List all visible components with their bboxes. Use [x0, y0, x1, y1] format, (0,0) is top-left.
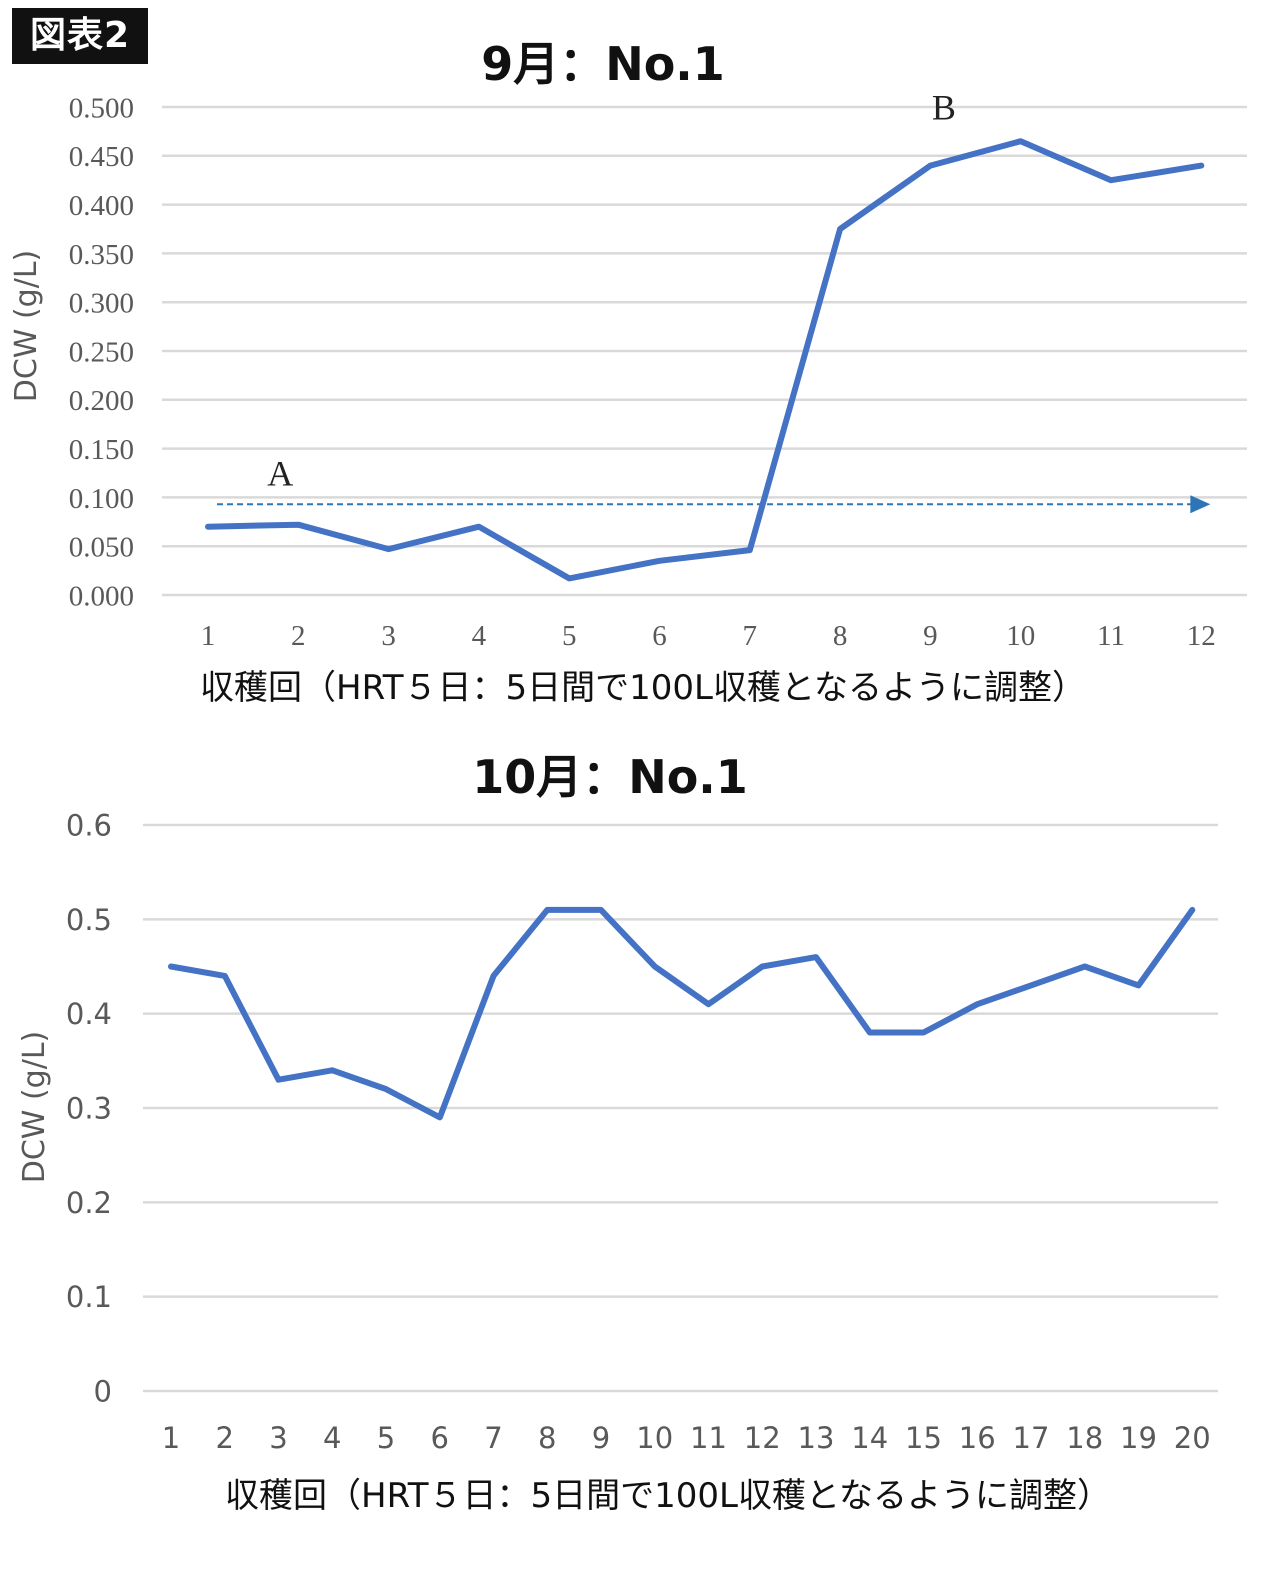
x-tick-label: 12 — [744, 1421, 781, 1455]
x-tick-label: 4 — [323, 1421, 341, 1455]
x-tick-label: 5 — [562, 620, 577, 652]
x-tick-label: 10 — [636, 1421, 673, 1455]
x-tick-label: 3 — [269, 1421, 287, 1455]
x-tick-label: 4 — [472, 620, 487, 652]
x-tick-label: 20 — [1174, 1421, 1211, 1455]
x-tick-label: 7 — [743, 620, 758, 652]
x-tick-label: 9 — [923, 620, 938, 652]
y-tick-label: 0.000 — [69, 580, 134, 612]
x-tick-label: 7 — [484, 1421, 502, 1455]
y-tick-label: 0.050 — [69, 532, 134, 564]
x-tick-label: 9 — [592, 1421, 610, 1455]
x-tick-label: 19 — [1120, 1421, 1157, 1455]
x-tick-label: 8 — [538, 1421, 556, 1455]
y-tick-label: 0.400 — [69, 190, 134, 222]
y-tick-label: 0.450 — [69, 141, 134, 173]
x-tick-label: 1 — [162, 1421, 180, 1455]
chart-october: 10月：No.100.10.20.30.40.50.61 2 3 4 5 6 7 8 9 10 11… — [17, 750, 1218, 1516]
y-tick-label: 0.100 — [69, 483, 134, 515]
y-tick-label: 0 — [94, 1374, 112, 1408]
x-tick-label: 1 — [201, 620, 216, 652]
x-tick-label: 12 — [1187, 620, 1216, 652]
x-tick-label: 2 — [291, 620, 306, 652]
annotation-b: B — [932, 88, 956, 128]
x-tick-label: 10 — [1006, 620, 1035, 652]
y-tick-label: 0.1 — [66, 1280, 112, 1314]
figure-badge: 図表2 — [12, 8, 148, 64]
y-tick-label: 0.6 — [66, 808, 112, 842]
x-tick-label: 11 — [1097, 620, 1125, 652]
x-axis-label: 収穫回（HRT５日：5日間で100L収穫となるように調整） — [225, 1476, 1111, 1516]
x-tick-label: 6 — [431, 1421, 449, 1455]
x-tick-label: 18 — [1066, 1421, 1103, 1455]
chart-title: 9月：No.1 — [481, 37, 725, 91]
x-tick-label: 14 — [851, 1421, 888, 1455]
y-tick-label: 0.3 — [66, 1091, 112, 1125]
y-axis-label: DCW (g/L) — [9, 250, 44, 403]
y-axis-label: DCW (g/L) — [17, 1031, 52, 1184]
x-tick-label: 15 — [905, 1421, 942, 1455]
annotation-a: A — [267, 454, 293, 494]
y-tick-label: 0.250 — [69, 336, 134, 368]
x-tick-label: 16 — [959, 1421, 996, 1455]
x-tick-label: 5 — [377, 1421, 395, 1455]
chart-title: 10月：No.1 — [472, 750, 748, 804]
x-tick-label: 2 — [216, 1421, 234, 1455]
y-tick-label: 0.300 — [69, 288, 134, 320]
x-axis-label: 収穫回（HRT５日：5日間で100L収穫となるように調整） — [200, 668, 1086, 708]
y-tick-label: 0.200 — [69, 385, 134, 417]
x-tick-label: 13 — [798, 1421, 835, 1455]
y-tick-label: 0.350 — [69, 239, 134, 271]
chart-september: 9月：No.1 0.000 0.050 0.100 0.150 0.200 0.250 0.3… — [9, 37, 1247, 708]
x-tick-label: 8 — [833, 620, 848, 652]
y-tick-label: 0.150 — [69, 434, 134, 466]
x-tick-label: 11 — [690, 1421, 727, 1455]
series-line — [168, 906, 1196, 1121]
y-tick-label: 0.2 — [66, 1186, 112, 1220]
x-tick-label: 3 — [381, 620, 396, 652]
y-tick-label: 0.4 — [66, 997, 112, 1031]
series-line — [205, 138, 1205, 582]
reference-arrow-head — [1190, 495, 1211, 514]
y-tick-label: 0.5 — [66, 903, 112, 937]
x-tick-label: 17 — [1013, 1421, 1050, 1455]
x-tick-label: 6 — [652, 620, 667, 652]
y-tick-label: 0.500 — [69, 92, 134, 124]
